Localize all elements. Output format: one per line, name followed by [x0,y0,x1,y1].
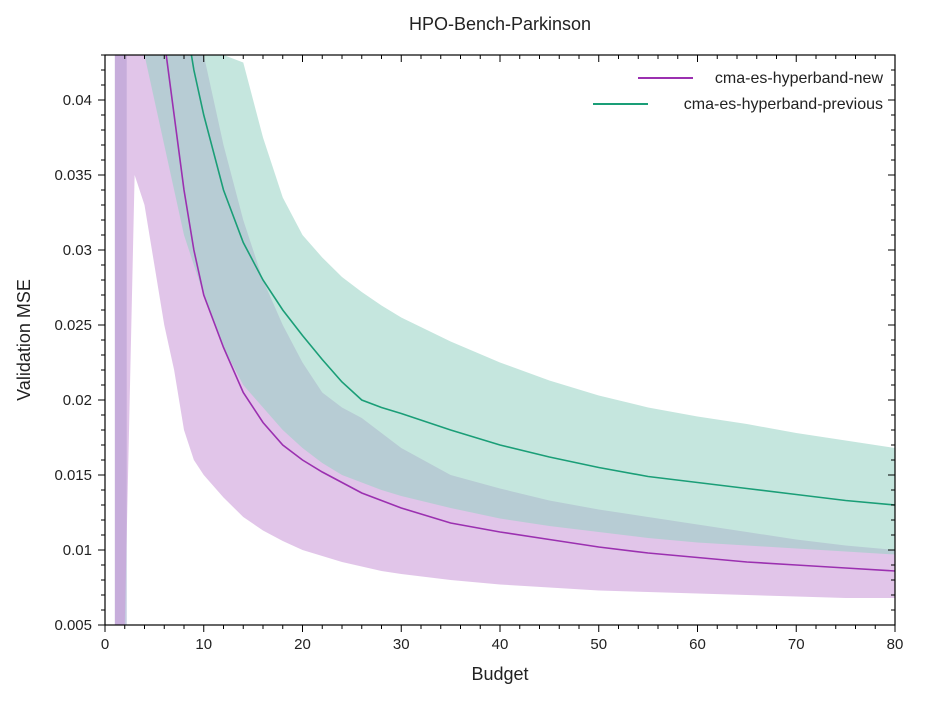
chart-svg: 0 10 20 30 40 50 60 70 80 0.005 0.01 0.015 0.02 0.025… [0,0,936,702]
x-tick-label: 60 [689,636,706,653]
y-tick-label: 0.005 [54,617,92,634]
y-tick-label: 0.01 [63,542,92,559]
legend-label-0: cma-es-hyperband-new [715,70,884,87]
x-tick-label: 0 [101,636,109,653]
chart-title: HPO-Bench-Parkinson [409,14,591,34]
legend-label-1: cma-es-hyperband-previous [684,96,883,113]
y-tick-label: 0.02 [63,392,92,409]
y-tick-label: 0.04 [63,92,92,109]
x-axis-label: Budget [471,664,528,684]
y-tick-label: 0.015 [54,467,92,484]
x-tick-label: 20 [294,636,311,653]
x-tick-label: 30 [393,636,410,653]
x-tick-label: 80 [887,636,904,653]
y-tick-label: 0.03 [63,242,92,259]
x-tick-label: 10 [195,636,212,653]
y-tick-label: 0.035 [54,167,92,184]
y-axis-label: Validation MSE [14,279,34,401]
y-tick-label: 0.025 [54,317,92,334]
x-tick-label: 70 [788,636,805,653]
x-tick-label: 40 [492,636,509,653]
x-tick-label: 50 [590,636,607,653]
chart-container: 0 10 20 30 40 50 60 70 80 0.005 0.01 0.015 0.02 0.025… [0,0,936,702]
